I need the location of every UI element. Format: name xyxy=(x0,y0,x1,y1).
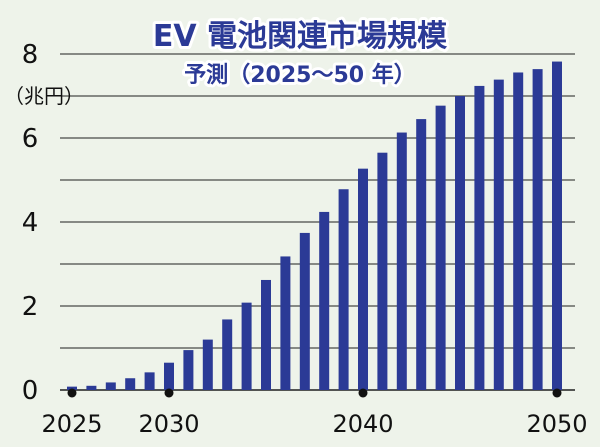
x-tick-marker xyxy=(552,388,562,398)
bar xyxy=(183,350,194,390)
bar xyxy=(416,119,427,390)
bar xyxy=(261,279,271,390)
x-tick-label: 2025 xyxy=(41,410,102,438)
bar xyxy=(222,319,233,390)
bar xyxy=(299,232,310,390)
y-tick-label: 2 xyxy=(22,292,39,322)
bar xyxy=(513,72,524,390)
y-axis-ticks: 0 2 4 6 8 xyxy=(22,40,39,406)
y-tick-label: 6 xyxy=(22,124,39,154)
x-tick-label: 2030 xyxy=(138,410,199,438)
x-axis-ticks: 2025 2030 2040 2050 xyxy=(41,388,588,438)
bar xyxy=(164,362,174,390)
bar xyxy=(86,385,97,390)
bar xyxy=(202,339,213,390)
x-tick-label: 2050 xyxy=(526,410,587,438)
x-tick-marker xyxy=(67,388,77,398)
bar xyxy=(435,105,446,390)
bar xyxy=(377,152,388,390)
bar xyxy=(455,96,465,390)
bar xyxy=(493,79,504,391)
bars xyxy=(67,61,562,391)
bar xyxy=(105,382,116,390)
bar xyxy=(241,302,252,390)
bar xyxy=(67,386,77,390)
bar xyxy=(532,69,543,391)
bar xyxy=(338,189,349,390)
y-tick-label: 0 xyxy=(22,376,39,406)
bar xyxy=(396,132,407,391)
chart-title: EV 電池関連市場規模 xyxy=(153,19,447,54)
x-tick-label: 2040 xyxy=(332,410,393,438)
bar xyxy=(319,211,330,390)
bar xyxy=(144,372,155,390)
bar xyxy=(280,256,291,390)
x-tick-marker xyxy=(164,388,174,398)
bar xyxy=(474,85,485,391)
y-axis-unit-label: （兆円） xyxy=(4,84,84,108)
bar xyxy=(358,168,368,390)
bar xyxy=(125,378,136,390)
y-tick-label: 8 xyxy=(22,40,39,70)
x-tick-marker xyxy=(358,388,368,398)
chart-subtitle: 予測（2025〜50 年） xyxy=(184,62,416,88)
y-tick-label: 4 xyxy=(22,208,39,238)
bar xyxy=(552,61,562,391)
